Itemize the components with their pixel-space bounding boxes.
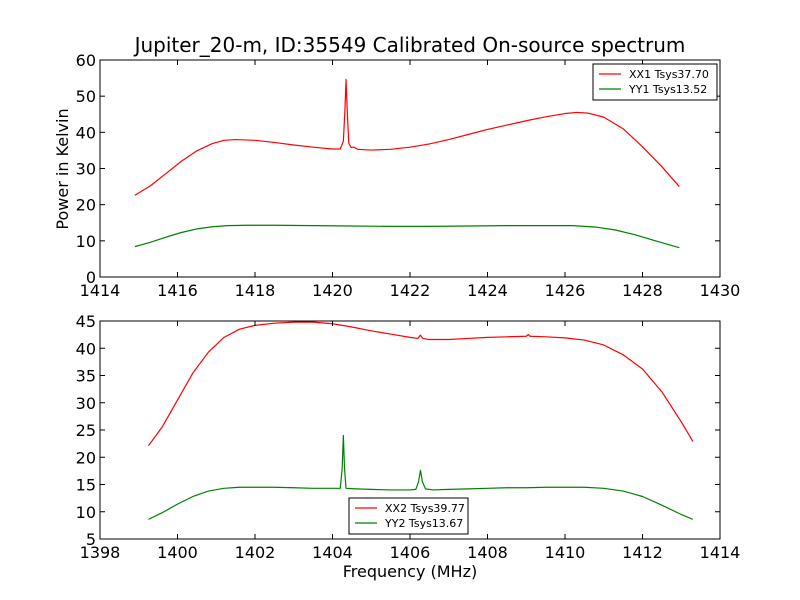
series-line-xx2 — [147, 321, 694, 447]
legend-label: XX1 Tsys37.70 — [629, 68, 709, 81]
x-tick-label: 1414 — [700, 543, 741, 562]
y-tick-label: 20 — [76, 196, 96, 215]
x-tick-label: 1412 — [622, 543, 663, 562]
y-tick-label: 20 — [76, 448, 96, 467]
legend-label: YY2 Tsys13.67 — [384, 517, 463, 530]
x-tick-label: 1426 — [545, 281, 586, 300]
legend: XX2 Tsys39.77 YY2 Tsys13.67 — [348, 497, 469, 535]
x-tick-label: 1420 — [312, 281, 353, 300]
series-line-xx1 — [134, 78, 680, 196]
y-tick-label: 30 — [76, 160, 96, 179]
x-tick-label: 1422 — [390, 281, 431, 300]
y-tick-label: 0 — [86, 268, 96, 287]
x-tick-label: 1414 — [80, 281, 121, 300]
legend: XX1 Tsys37.70 YY1 Tsys13.52 — [592, 63, 718, 101]
y-tick-label: 30 — [76, 394, 96, 413]
y-tick-label: 35 — [76, 367, 96, 386]
y-tick-label: 50 — [76, 87, 96, 106]
series-line-yy2 — [148, 434, 694, 520]
x-tick-label: 1400 — [157, 543, 198, 562]
legend-box — [592, 63, 718, 101]
y-tick-label: 10 — [76, 503, 96, 522]
legend-box — [348, 497, 469, 535]
x-tick-label: 1404 — [312, 543, 353, 562]
x-tick-label: 1430 — [700, 281, 741, 300]
chart-title: Jupiter_20-m, ID:35549 Calibrated On-sou… — [133, 33, 686, 57]
y-tick-label: 45 — [76, 312, 96, 331]
legend-label: XX2 Tsys39.77 — [385, 502, 465, 515]
y-tick-label: 10 — [76, 232, 96, 251]
plot-top: 1414 1416 1418 1420 1422 1424 1426 1428 1430 0 10 2… — [76, 51, 741, 300]
y-tick-label: 15 — [76, 476, 96, 495]
x-tick-label: 1408 — [467, 543, 508, 562]
y-tick-label: 40 — [76, 123, 96, 142]
x-tick-label: 1428 — [622, 281, 663, 300]
plot-bottom: 1398 1400 1402 1404 1406 1408 1410 1412 1414 5 10 1… — [76, 312, 741, 562]
x-tick-label: 1406 — [390, 543, 431, 562]
x-tick-label: 1418 — [235, 281, 276, 300]
x-tick-label: 1416 — [157, 281, 198, 300]
y-tick-label: 40 — [76, 339, 96, 358]
series-line-yy1 — [134, 224, 680, 249]
x-tick-label: 1410 — [545, 543, 586, 562]
y-tick-label: 5 — [86, 530, 96, 549]
x-tick-label: 1402 — [235, 543, 276, 562]
legend-label: YY1 Tsys13.52 — [628, 83, 707, 96]
x-axis-label-bottom: Frequency (MHz) — [343, 562, 477, 581]
y-axis-label-top: Power in Kelvin — [53, 108, 72, 229]
x-tick-label: 1398 — [80, 543, 121, 562]
x-tick-label: 1424 — [467, 281, 508, 300]
y-tick-label: 25 — [76, 421, 96, 440]
y-tick-label: 60 — [76, 51, 96, 70]
